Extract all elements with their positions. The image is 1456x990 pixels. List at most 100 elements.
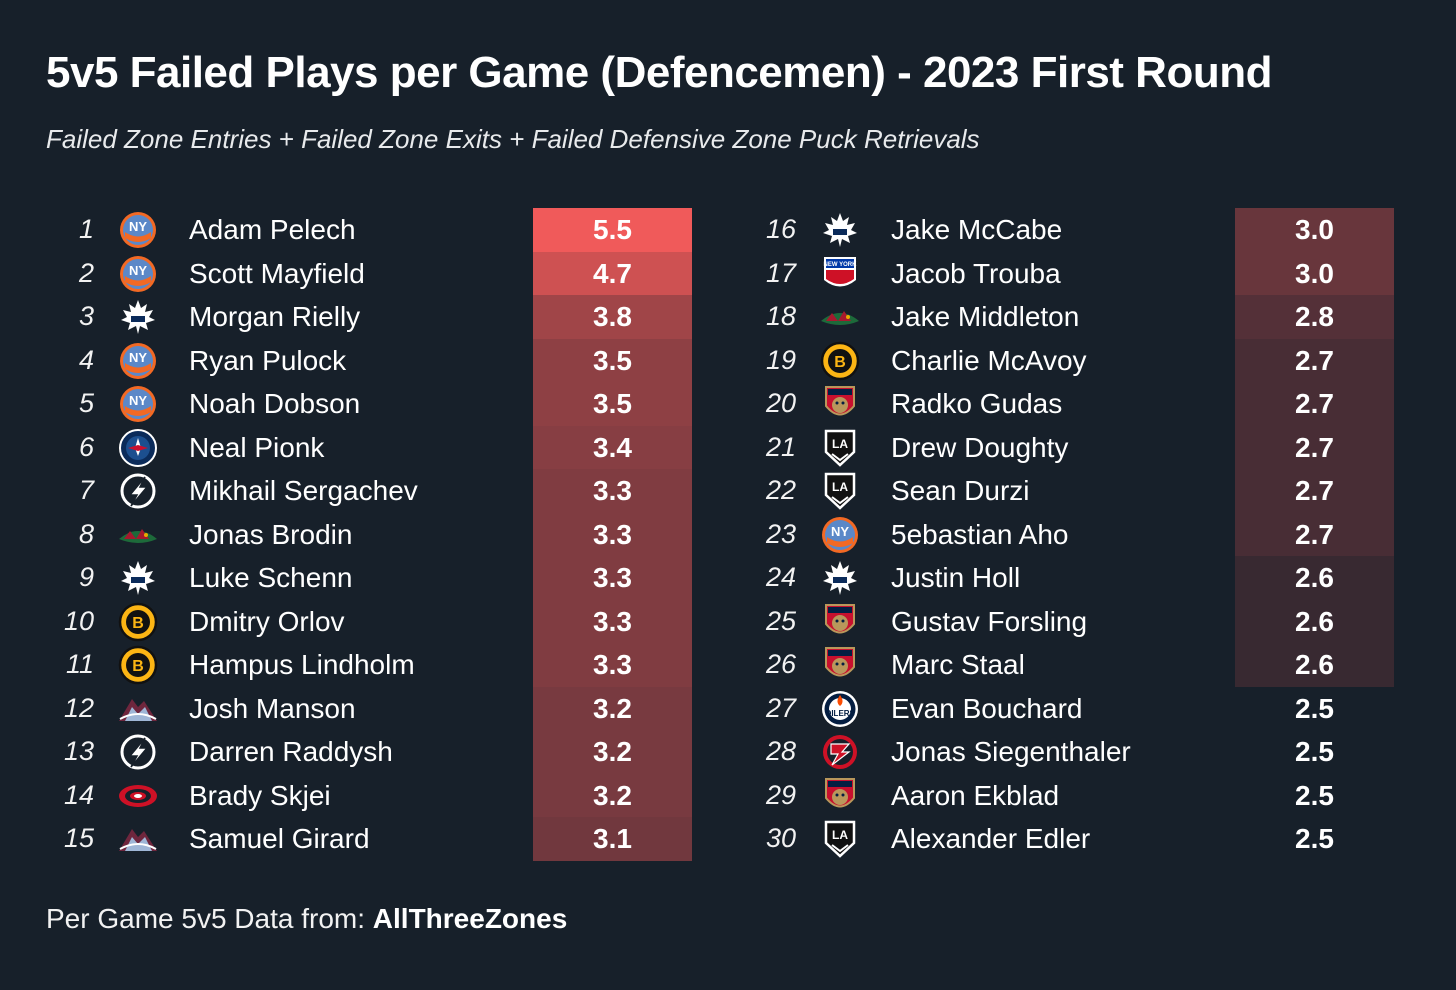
value-cell: 3.3: [533, 512, 692, 556]
oilers-logo: OILERS: [818, 689, 862, 729]
lightning-logo: [116, 732, 160, 772]
devils-logo: [818, 732, 862, 772]
player-name: Brady Skjei: [189, 779, 331, 811]
table-row: 29 Aaron Ekblad 2.5: [748, 773, 1428, 817]
svg-text:LA: LA: [832, 480, 848, 494]
rank-label: 11: [65, 649, 94, 679]
islanders-logo: NY: [116, 254, 160, 294]
player-name: Jake McCabe: [891, 214, 1063, 245]
value-cell: 3.5: [533, 338, 692, 382]
player-name: Sean Durzi: [891, 475, 1030, 506]
jets-logo: [116, 428, 160, 468]
wild-logo: [116, 515, 160, 555]
player-name: Darren Raddysh: [189, 736, 393, 767]
value-cell: 2.6: [1235, 599, 1394, 643]
player-name: Drew Doughty: [891, 431, 1069, 463]
value-cell: 2.8: [1235, 295, 1394, 339]
table-row: 13 Darren Raddysh 3.2: [46, 730, 726, 774]
maple-leafs-logo: [818, 210, 862, 250]
rank-label: 4: [78, 344, 94, 375]
value-cell: 3.8: [533, 295, 692, 339]
bruins-logo: B: [116, 645, 160, 685]
rank-label: 17: [765, 257, 796, 288]
value-cell: 3.0: [1235, 251, 1394, 295]
table-row: 15 Samuel Girard 3.1: [46, 817, 726, 861]
value-cell: 3.0: [1235, 208, 1394, 252]
svg-text:LA: LA: [832, 437, 848, 451]
svg-text:B: B: [132, 658, 144, 675]
islanders-logo: NY: [818, 515, 862, 555]
rank-label: 27: [765, 692, 796, 723]
islanders-logo: NY: [116, 341, 160, 381]
table-row: 9 Luke Schenn 3.3: [46, 556, 726, 600]
value-cell: 2.7: [1235, 338, 1394, 382]
chart-subtitle: Failed Zone Entries + Failed Zone Exits …: [46, 124, 980, 154]
value-cell: 3.1: [533, 817, 692, 861]
rank-label: 19: [765, 344, 796, 375]
player-name: Jonas Brodin: [189, 518, 353, 550]
panthers-logo: [818, 384, 862, 424]
player-name: Jonas Siegenthaler: [891, 736, 1131, 767]
bruins-logo: B: [116, 602, 160, 642]
rank-label: 2: [78, 257, 94, 288]
value-cell: 2.7: [1235, 512, 1394, 556]
lightning-logo: [116, 471, 160, 511]
svg-text:NY: NY: [129, 263, 147, 278]
player-name: Jacob Trouba: [891, 257, 1061, 289]
value-cell: 3.3: [533, 599, 692, 643]
footer-source-name: AllThreeZones: [372, 903, 568, 934]
player-name: Charlie McAvoy: [891, 344, 1087, 376]
table-row: 18 Jake Middleton 2.8: [748, 295, 1428, 339]
avalanche-logo: [116, 819, 160, 859]
player-name: 5ebastian Aho: [891, 518, 1069, 550]
value-cell: 3.2: [533, 730, 692, 774]
table-row: 30 LA Alexander Edler 2.5: [748, 817, 1428, 861]
rank-label: 26: [765, 649, 796, 679]
player-name: Hampus Lindholm: [189, 649, 415, 680]
table-row: 17 NEW YORK Jacob Trouba 3.0: [748, 251, 1428, 295]
islanders-logo: NY: [116, 210, 160, 250]
bruins-logo: B: [818, 341, 862, 381]
player-name: Marc Staal: [891, 649, 1025, 680]
value-cell: 2.7: [1235, 469, 1394, 513]
kings-logo: LA: [818, 819, 862, 859]
value-cell: 3.3: [533, 643, 692, 687]
table-row: 21 LA Drew Doughty 2.7: [748, 425, 1428, 469]
rank-label: 16: [765, 214, 796, 244]
player-name: Jake Middleton: [891, 301, 1080, 332]
islanders-logo: NY: [116, 384, 160, 424]
value-cell: 2.5: [1235, 817, 1394, 861]
rank-label: 6: [78, 431, 94, 462]
table-row: 7 Mikhail Sergachev 3.3: [46, 469, 726, 513]
player-name: Dmitry Orlov: [189, 605, 345, 637]
rank-label: 9: [78, 562, 94, 592]
value-cell: 2.5: [1235, 730, 1394, 774]
player-name: Samuel Girard: [189, 823, 370, 854]
rank-label: 21: [765, 431, 796, 462]
rank-label: 23: [765, 518, 796, 549]
rank-label: 7: [78, 475, 94, 505]
table-row: 24 Justin Holl 2.6: [748, 556, 1428, 600]
player-name: Mikhail Sergachev: [189, 475, 418, 506]
player-name: Neal Pionk: [189, 431, 325, 463]
table-row: 20 Radko Gudas 2.7: [748, 382, 1428, 426]
footer-source: Per Game 5v5 Data from: AllThreeZones: [46, 903, 567, 935]
rank-label: 5: [78, 388, 94, 418]
player-name: Gustav Forsling: [891, 605, 1088, 637]
table-row: 19 B Charlie McAvoy 2.7: [748, 338, 1428, 382]
table-row: 23 NY 5ebastian Aho 2.7: [748, 512, 1428, 556]
rank-label: 28: [765, 736, 796, 766]
table-column-right: 16 Jake McCabe 3.0 17 NEW YORK Jacob Trouba 3.…: [748, 208, 1428, 861]
player-name: Adam Pelech: [189, 214, 356, 245]
rank-label: 12: [63, 692, 94, 723]
rank-label: 13: [63, 736, 94, 766]
value-cell: 2.7: [1235, 382, 1394, 426]
rank-label: 8: [78, 518, 94, 549]
svg-text:B: B: [132, 615, 144, 632]
svg-text:NY: NY: [831, 524, 849, 539]
value-cell: 3.5: [533, 382, 692, 426]
maple-leafs-logo: [116, 297, 160, 337]
player-name: Evan Bouchard: [891, 692, 1083, 724]
chart-title: 5v5 Failed Plays per Game (Defencemen) -…: [46, 48, 1272, 97]
rangers-logo: NEW YORK: [818, 254, 862, 294]
